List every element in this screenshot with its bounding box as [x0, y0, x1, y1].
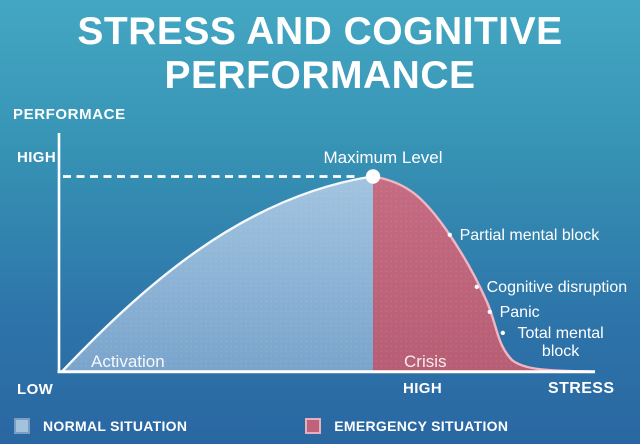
- annotation-text: Cognitive disruption: [486, 279, 628, 296]
- annotation-total-mental-block: • Total mental block: [500, 325, 609, 362]
- bullet-icon: •: [500, 325, 506, 342]
- maximum-level-label: Maximum Level: [323, 148, 443, 167]
- title-line-2: PERFORMANCE: [164, 54, 476, 98]
- normal-region: [60, 175, 374, 373]
- legend-label: EMERGENCY SITUATION: [334, 418, 509, 434]
- annotation-text: Partial mental block: [459, 227, 600, 244]
- bullet-icon: •: [474, 279, 480, 296]
- x-axis-title: STRESS: [548, 380, 615, 397]
- peak-dot-icon: [365, 169, 381, 184]
- annotation-text: Panic: [499, 304, 540, 321]
- legend: NORMAL SITUATION EMERGENCY SITUATION: [14, 418, 508, 434]
- activation-label: Activation: [91, 352, 165, 371]
- annotation-partial-mental-block: • Partial mental block: [447, 227, 599, 245]
- y-axis-title: PERFORMACE: [13, 106, 126, 123]
- annotation-cognitive-disruption: • Cognitive disruption: [474, 279, 627, 297]
- bullet-icon: •: [487, 304, 493, 321]
- page-title: STRESS AND COGNITIVE PERFORMANCE: [0, 10, 640, 98]
- bullet-icon: •: [447, 227, 453, 244]
- y-tick-high: HIGH: [17, 149, 57, 166]
- legend-item-normal: NORMAL SITUATION: [14, 418, 187, 434]
- annotation-text: Total mental block: [517, 325, 604, 361]
- legend-item-emergency: EMERGENCY SITUATION: [305, 418, 508, 434]
- annotation-panic: • Panic: [487, 304, 540, 322]
- emergency-region: [371, 175, 592, 373]
- normal-swatch-icon: [14, 418, 30, 434]
- x-tick-low: LOW: [17, 381, 54, 398]
- title-line-1: STRESS AND COGNITIVE: [77, 10, 563, 53]
- emergency-swatch-icon: [305, 418, 322, 434]
- x-tick-high: HIGH: [403, 380, 443, 397]
- legend-label: NORMAL SITUATION: [43, 418, 188, 434]
- crisis-label: Crisis: [404, 352, 447, 371]
